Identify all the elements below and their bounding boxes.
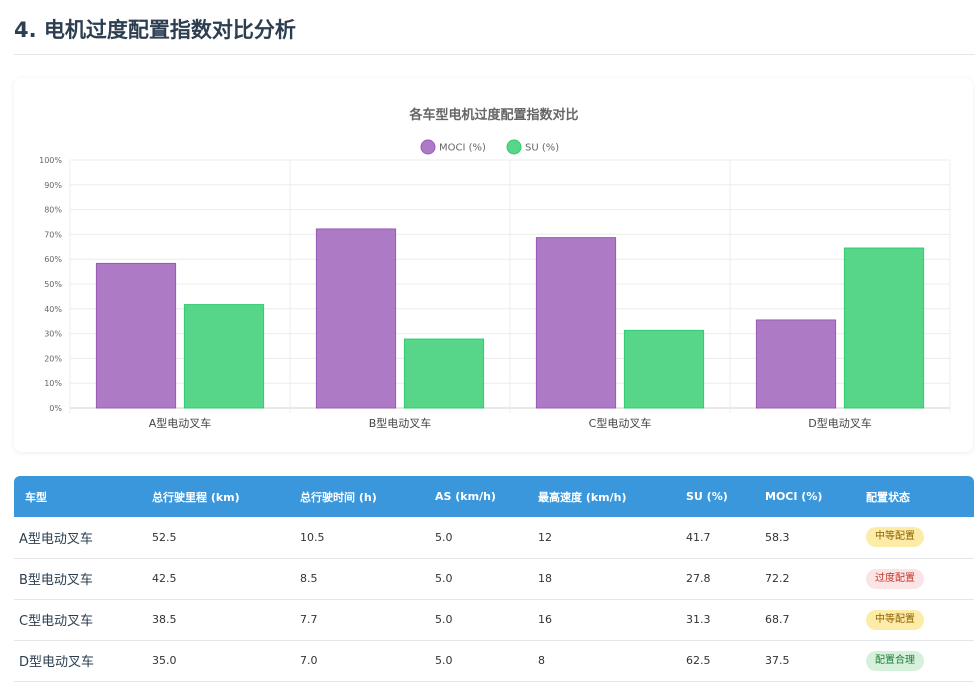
cell-distance: 38.5 xyxy=(152,613,177,626)
legend-label: SU (%) xyxy=(525,143,559,154)
cell-model: D型电动叉车 xyxy=(19,655,95,670)
x-tick-label: A型电动叉车 xyxy=(149,416,212,430)
header-distance: 总行驶里程 (km) xyxy=(152,490,240,504)
page-title: 4. 电机过度配置指数对比分析 xyxy=(14,18,296,42)
cell-max-speed: 18 xyxy=(538,572,552,585)
legend-label: MOCI (%) xyxy=(439,143,486,154)
cell-status: 中等配置 xyxy=(855,599,974,640)
cell-distance: 35.0 xyxy=(152,654,177,667)
chart-legend[interactable]: MOCI (%) SU (%) xyxy=(420,139,559,155)
cell-status: 配置合理 xyxy=(855,640,974,681)
data-table: 车型 总行驶里程 (km) 总行驶时间 (h) AS (km/h) 最高速度 (… xyxy=(14,476,974,682)
cell-as: 5.0 xyxy=(435,572,453,585)
header-status: 配置状态 xyxy=(866,490,910,504)
header-moci: MOCI (%) xyxy=(765,490,823,503)
cell-max-speed: 12 xyxy=(538,530,552,544)
cell-moci: 68.7 xyxy=(765,613,790,626)
header-model: 车型 xyxy=(25,490,47,504)
cell-as: 5.0 xyxy=(435,654,453,667)
y-tick-label: 30% xyxy=(44,330,62,339)
cell-model: B型电动叉车 xyxy=(19,573,93,588)
title-divider xyxy=(14,54,975,55)
header-time: 总行驶时间 (h) xyxy=(300,490,377,504)
bar xyxy=(535,237,617,409)
cell-su: 27.8 xyxy=(686,572,711,585)
header-su: SU (%) xyxy=(686,490,728,503)
data-table-container: 车型 总行驶里程 (km) 总行驶时间 (h) AS (km/h) 最高速度 (… xyxy=(14,476,974,682)
cell-distance: 52.5 xyxy=(152,530,177,544)
table-row: B型电动叉车 42.5 8.5 5.0 18 27.8 72.2 过度配置 xyxy=(14,558,974,599)
cell-time: 10.5 xyxy=(300,530,325,544)
y-tick-label: 20% xyxy=(44,354,62,363)
cell-max-speed: 8 xyxy=(538,654,545,667)
cell-time: 7.0 xyxy=(300,654,318,667)
y-tick-label: 10% xyxy=(44,379,62,388)
status-badge: 配置合理 xyxy=(866,650,924,671)
table-row: D型电动叉车 35.0 7.0 5.0 8 62.5 37.5 配置合理 xyxy=(14,640,974,681)
y-tick-label: 50% xyxy=(44,280,62,289)
cell-time: 8.5 xyxy=(300,572,318,585)
cell-su: 41.7 xyxy=(686,530,711,544)
bar xyxy=(95,262,177,409)
cell-su: 62.5 xyxy=(686,654,711,667)
bar xyxy=(623,329,705,409)
y-tick-label: 40% xyxy=(44,305,62,314)
bar xyxy=(403,338,485,409)
cell-moci: 58.3 xyxy=(765,530,790,544)
chart-bars xyxy=(95,228,925,409)
bar-chart: 各车型电机过度配置指数对比 MOCI (%) SU (%) 0% 10% 20% 30%… xyxy=(39,107,951,430)
cell-time: 7.7 xyxy=(300,613,318,626)
x-tick-label: D型电动叉车 xyxy=(808,416,871,430)
cell-distance: 42.5 xyxy=(152,572,177,585)
header-max-speed: 最高速度 (km/h) xyxy=(538,490,627,504)
status-badge: 中等配置 xyxy=(866,527,924,548)
cell-model: A型电动叉车 xyxy=(19,531,93,547)
x-tick-label: C型电动叉车 xyxy=(589,416,652,430)
table-row: C型电动叉车 38.5 7.7 5.0 16 31.3 68.7 中等配置 xyxy=(14,599,974,640)
cell-moci: 37.5 xyxy=(765,654,790,667)
y-tick-label: 70% xyxy=(44,230,62,239)
x-axis-labels: A型电动叉车 B型电动叉车 C型电动叉车 D型电动叉车 xyxy=(149,416,872,430)
cell-max-speed: 16 xyxy=(538,613,552,626)
y-tick-label: 90% xyxy=(44,181,62,190)
y-tick-label: 0% xyxy=(49,404,62,413)
cell-as: 5.0 xyxy=(435,613,453,626)
cell-model: C型电动叉车 xyxy=(19,614,94,629)
table-row: A型电动叉车 52.5 10.5 5.0 12 41.7 58.3 中等配置 xyxy=(14,517,974,558)
status-badge: 过度配置 xyxy=(866,568,924,589)
cell-status: 中等配置 xyxy=(855,517,974,558)
legend-swatch xyxy=(506,139,522,155)
cell-status: 过度配置 xyxy=(855,558,974,599)
x-tick-label: B型电动叉车 xyxy=(369,416,432,430)
status-badge: 中等配置 xyxy=(866,609,924,630)
chart-card: 各车型电机过度配置指数对比 MOCI (%) SU (%) 0% 10% 20% 30%… xyxy=(14,78,973,452)
legend-swatch xyxy=(420,139,436,155)
bar xyxy=(315,228,397,409)
table-header-row: 车型 总行驶里程 (km) 总行驶时间 (h) AS (km/h) 最高速度 (… xyxy=(14,476,974,517)
cell-as: 5.0 xyxy=(435,530,453,544)
chart-title: 各车型电机过度配置指数对比 xyxy=(408,107,578,123)
header-as: AS (km/h) xyxy=(435,490,496,503)
bar xyxy=(843,247,925,409)
y-tick-label: 100% xyxy=(39,156,62,165)
bar xyxy=(755,319,837,409)
bar xyxy=(183,304,265,409)
cell-moci: 72.2 xyxy=(765,572,790,585)
y-tick-label: 80% xyxy=(44,206,62,215)
y-tick-label: 60% xyxy=(44,255,62,264)
cell-su: 31.3 xyxy=(686,613,711,626)
